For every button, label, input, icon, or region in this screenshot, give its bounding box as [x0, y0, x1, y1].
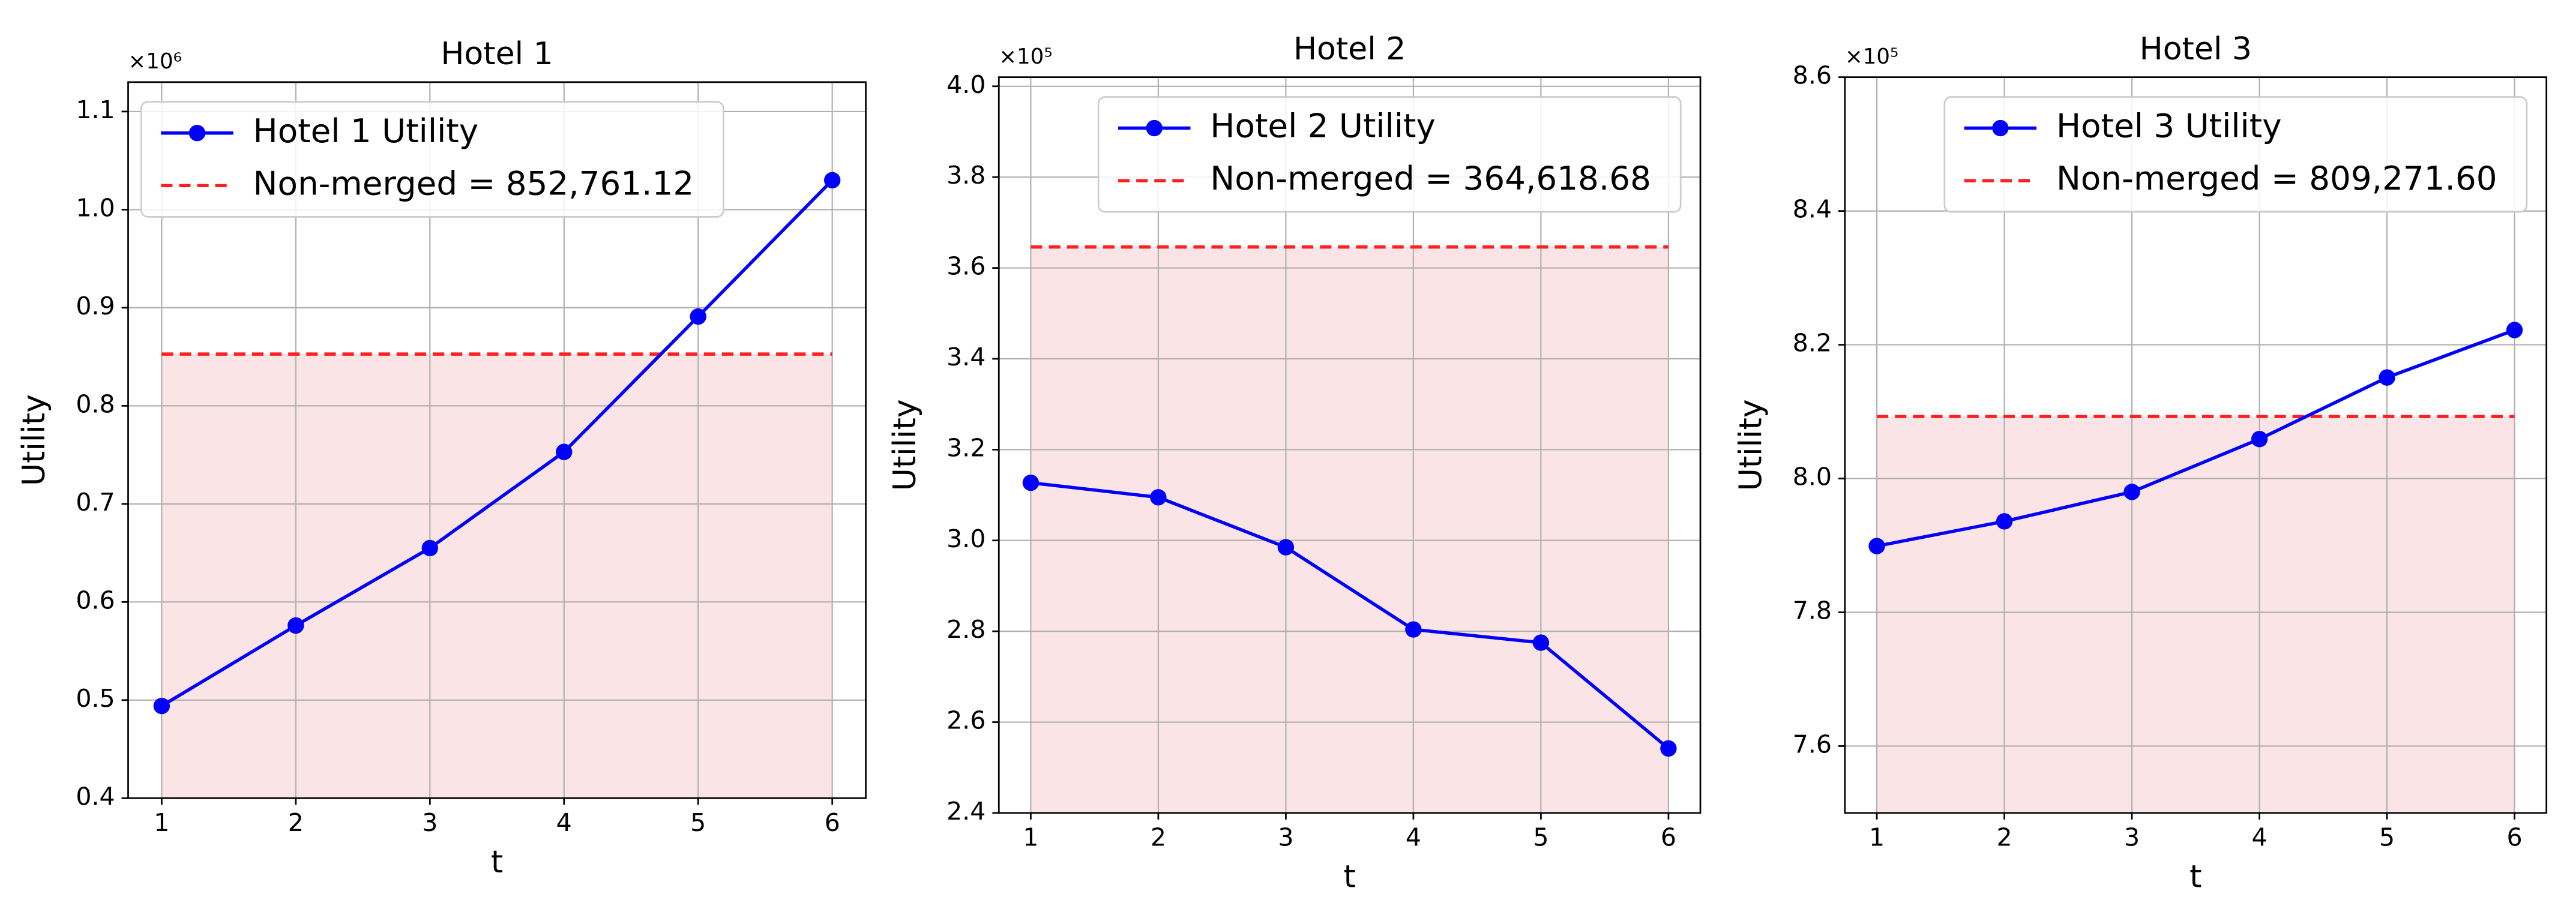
point [556, 443, 573, 460]
chart-title: Hotel 1 [441, 36, 553, 72]
x-tick-label: 3 [1278, 823, 1293, 852]
point [2379, 369, 2395, 386]
x-tick-label: 2 [1151, 823, 1166, 852]
y-offset-label: ×10⁶ [128, 49, 182, 74]
point [690, 308, 706, 325]
y-tick-label: 2.4 [946, 797, 986, 826]
point [1405, 621, 1422, 638]
reference-fill [1031, 247, 1669, 813]
series-line [160, 179, 834, 707]
panel: 0.4 0.5 0.6 0.7 0.8 0.9 1.0 1.1 1 2 3 4 5 6 Hotel 1 t Ut… [16, 36, 867, 880]
x-tick-label: 5 [2379, 823, 2395, 852]
point [1660, 740, 1677, 757]
y-tick-label: 0.5 [76, 684, 115, 713]
legend: Hotel 1 Utility Non-merged = 852,761.12 [140, 101, 724, 218]
legend-marker [1146, 119, 1163, 137]
series-line [1876, 328, 2515, 548]
x-axis-label: t [2189, 859, 2201, 895]
x-tick-label: 4 [556, 808, 572, 837]
reference-fill [1877, 416, 2515, 813]
legend-marker [188, 125, 206, 142]
legend-label: Hotel 3 Utility [2056, 107, 2282, 145]
y-tick-label: 3.4 [946, 343, 986, 371]
legend-label: Hotel 1 Utility [253, 112, 479, 150]
legend-label: Hotel 2 Utility [1210, 107, 1436, 145]
point [2506, 322, 2523, 338]
chart-title: Hotel 3 [2140, 31, 2252, 67]
y-tick-label: 1.1 [76, 95, 115, 124]
y-tick-label: 1.0 [76, 193, 115, 222]
point [1996, 513, 2013, 530]
y-tick-label: 2.8 [946, 615, 986, 644]
point [1150, 489, 1167, 506]
y-tick-label: 8.0 [1793, 463, 1832, 491]
x-tick-label: 1 [1023, 823, 1038, 852]
x-tick-label: 3 [422, 808, 438, 837]
y-tick-label: 3.2 [946, 433, 986, 462]
y-offset-label: ×10⁵ [1845, 44, 1898, 69]
x-tick-label: 1 [1869, 823, 1885, 852]
x-tick-label: 4 [2252, 823, 2268, 852]
y-tick-label: 0.9 [76, 292, 115, 320]
axes-frame [127, 81, 867, 799]
panel: 2.4 2.6 2.8 3.0 3.2 3.4 3.6 3.8 4.0 1 2 3 4 5 6 Hotel 2… [887, 31, 1702, 895]
y-axis-label: Utility [887, 399, 923, 491]
legend-label: Non-merged = 364,618.68 [1210, 159, 1651, 197]
point [1022, 474, 1040, 491]
legend-box [1097, 96, 1682, 213]
x-tick-label: 5 [690, 808, 706, 837]
x-tick-label: 4 [1406, 823, 1421, 852]
y-tick-label: 7.6 [1793, 730, 1832, 758]
legend: Hotel 3 Utility Non-merged = 809,271.60 [1943, 96, 2528, 213]
point [287, 617, 304, 634]
point [1532, 634, 1550, 651]
legend-label: Non-merged = 852,761.12 [253, 164, 694, 202]
chart-title: Hotel 2 [1293, 31, 1406, 67]
point [1868, 538, 1885, 554]
series-line [1031, 481, 1670, 750]
y-tick-label: 7.8 [1793, 596, 1832, 625]
y-tick-label: 0.7 [76, 488, 115, 517]
x-tick-label: 3 [2124, 823, 2140, 852]
point [2123, 484, 2140, 500]
x-axis-label: t [1343, 859, 1355, 895]
y-tick-label: 8.2 [1793, 329, 1832, 358]
axes-frame [998, 76, 1702, 814]
x-tick-label: 1 [154, 808, 169, 837]
panel: 7.6 7.8 8.0 8.2 8.4 8.6 1 2 3 4 5 6 Hotel 3 t Utility ×… [1733, 31, 2548, 895]
y-axis-label: Utility [16, 394, 52, 486]
y-tick-label: 3.0 [946, 524, 986, 553]
x-tick-label: 6 [2507, 823, 2523, 852]
y-tick-label: 3.6 [946, 252, 986, 281]
point [823, 172, 841, 189]
y-tick-label: 0.4 [76, 782, 115, 811]
legend-box [1943, 96, 2528, 213]
reference-fill [161, 354, 832, 799]
point [1277, 539, 1295, 556]
y-tick-label: 2.6 [946, 706, 986, 735]
y-offset-label: ×10⁵ [999, 44, 1052, 69]
legend-marker [1992, 119, 2009, 137]
point [421, 539, 438, 557]
legend-box [140, 101, 724, 218]
y-tick-label: 8.4 [1793, 195, 1832, 224]
x-axis-label: t [491, 844, 503, 880]
y-tick-label: 0.8 [76, 389, 115, 418]
point [2251, 431, 2268, 448]
legend: Hotel 2 Utility Non-merged = 364,618.68 [1097, 96, 1682, 213]
y-tick-label: 8.6 [1793, 61, 1832, 90]
x-tick-label: 2 [1997, 823, 2012, 852]
point [153, 697, 170, 715]
y-tick-label: 3.8 [946, 161, 986, 190]
x-tick-label: 5 [1533, 823, 1548, 852]
y-tick-label: 0.6 [76, 586, 115, 614]
legend-label: Non-merged = 809,271.60 [2056, 159, 2497, 197]
axes-frame [1844, 76, 2548, 814]
x-tick-label: 6 [1661, 823, 1676, 852]
y-tick-label: 4.0 [946, 70, 986, 99]
x-tick-label: 2 [288, 808, 304, 837]
y-axis-label: Utility [1733, 399, 1769, 491]
x-tick-label: 6 [825, 808, 840, 837]
